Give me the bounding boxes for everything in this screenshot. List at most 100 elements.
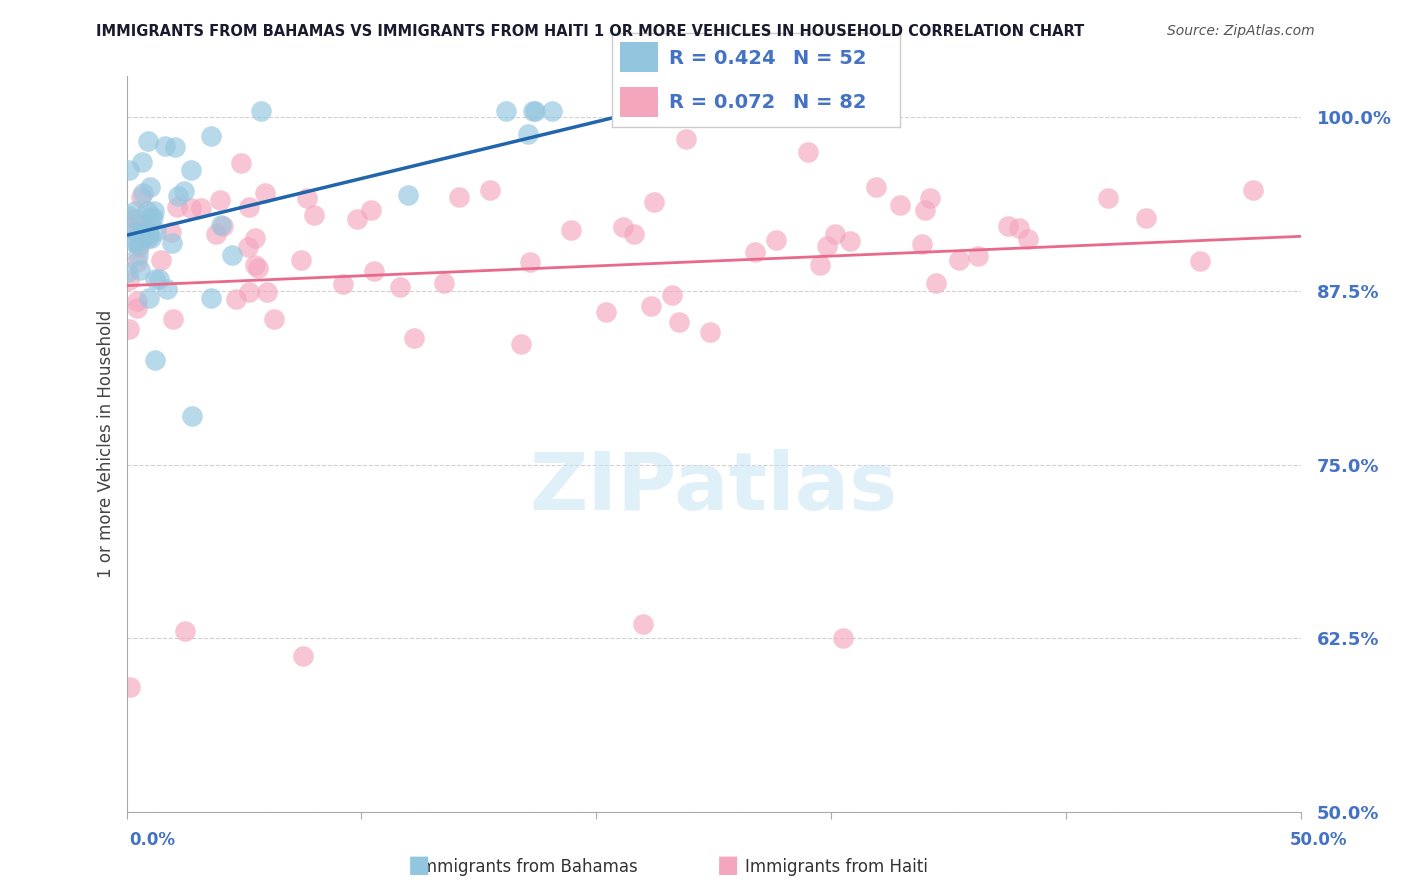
Point: [132, 227, 155, 241]
Point: [865, 180, 887, 194]
Point: [765, 233, 787, 247]
Point: [180, 201, 202, 215]
Point: [1188, 253, 1211, 268]
Text: Source: ZipAtlas.com: Source: ZipAtlas.com: [1167, 24, 1315, 38]
Point: [180, 163, 202, 178]
Point: [522, 103, 544, 118]
Point: [127, 226, 149, 240]
Point: [889, 197, 911, 211]
Text: 0.0%: 0.0%: [129, 831, 174, 849]
Point: [675, 132, 697, 146]
Point: [155, 282, 177, 296]
Text: Immigrants from Bahamas: Immigrants from Bahamas: [416, 858, 638, 876]
Point: [253, 186, 276, 200]
Point: [124, 224, 146, 238]
Point: [229, 155, 252, 169]
Point: [1008, 221, 1031, 235]
Point: [162, 312, 184, 326]
Point: [238, 200, 260, 214]
Point: [212, 219, 235, 234]
Point: [623, 227, 645, 242]
Bar: [620, 42, 658, 72]
Point: [560, 223, 582, 237]
Bar: [620, 87, 658, 118]
Point: [128, 239, 150, 253]
Text: IMMIGRANTS FROM BAHAMAS VS IMMIGRANTS FROM HAITI 1 OR MORE VEHICLES IN HOUSEHOLD: IMMIGRANTS FROM BAHAMAS VS IMMIGRANTS FR…: [96, 24, 1084, 38]
Text: N = 82: N = 82: [793, 93, 866, 112]
Point: [200, 291, 222, 305]
Point: [160, 225, 183, 239]
Point: [200, 128, 222, 143]
Point: [808, 258, 831, 272]
Point: [127, 217, 149, 231]
Point: [120, 680, 142, 694]
Point: [519, 255, 541, 269]
Point: [1097, 192, 1119, 206]
Point: [388, 280, 411, 294]
Point: [263, 311, 285, 326]
Point: [612, 220, 634, 235]
Point: [661, 288, 683, 302]
Point: [291, 649, 314, 664]
Point: [402, 331, 425, 345]
Point: [1017, 232, 1039, 246]
Point: [523, 103, 546, 118]
Point: [516, 128, 538, 142]
Text: ■: ■: [408, 854, 430, 877]
Point: [595, 305, 617, 319]
Point: [815, 239, 838, 253]
Point: [243, 258, 266, 272]
Point: [360, 202, 382, 217]
Point: [363, 263, 385, 277]
Point: [911, 236, 934, 251]
Point: [118, 272, 141, 286]
Point: [449, 190, 471, 204]
Point: [143, 272, 166, 286]
Point: [131, 155, 153, 169]
Point: [125, 234, 148, 248]
Point: [155, 139, 177, 153]
Point: [839, 234, 862, 248]
Point: [124, 203, 146, 218]
Point: [238, 285, 260, 300]
Point: [396, 187, 419, 202]
Point: [121, 234, 143, 248]
Point: [948, 252, 970, 267]
Point: [225, 292, 247, 306]
Point: [128, 263, 150, 277]
Point: [643, 195, 665, 210]
Point: [145, 224, 167, 238]
Point: [117, 264, 139, 278]
Point: [346, 211, 368, 226]
Text: Immigrants from Haiti: Immigrants from Haiti: [745, 858, 928, 876]
Point: [332, 277, 354, 291]
Point: [166, 200, 188, 214]
Point: [118, 209, 141, 223]
Point: [540, 103, 562, 118]
Point: [433, 277, 456, 291]
Point: [131, 186, 153, 200]
Point: [221, 247, 243, 261]
Point: [148, 272, 170, 286]
Point: [479, 183, 502, 197]
Point: [209, 218, 232, 232]
Point: [675, 103, 697, 118]
Point: [142, 203, 165, 218]
Point: [302, 208, 325, 222]
Point: [127, 294, 149, 309]
Point: [295, 191, 318, 205]
Point: [247, 260, 270, 275]
Point: [136, 134, 159, 148]
Point: [205, 227, 228, 241]
Point: [131, 190, 153, 204]
Text: R = 0.424: R = 0.424: [669, 49, 776, 68]
Point: [824, 227, 846, 242]
Text: 50.0%: 50.0%: [1291, 831, 1347, 849]
Point: [128, 236, 150, 251]
Y-axis label: 1 or more Vehicles in Household: 1 or more Vehicles in Household: [97, 310, 115, 578]
Point: [118, 163, 141, 178]
Point: [796, 145, 818, 159]
Point: [243, 231, 266, 245]
Point: [256, 285, 278, 299]
Point: [142, 210, 165, 224]
